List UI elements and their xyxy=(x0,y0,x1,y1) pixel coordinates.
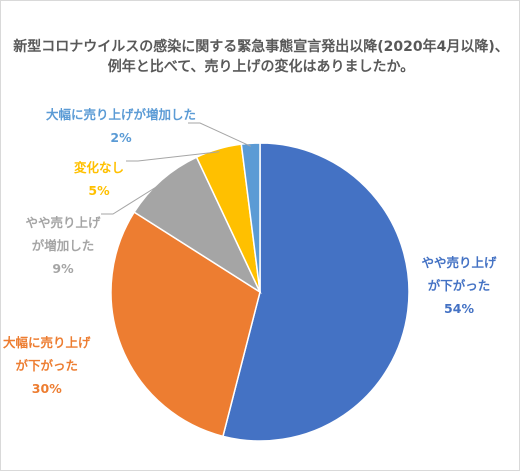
pie-slice xyxy=(133,156,262,295)
slice-value-label: 9% xyxy=(52,261,74,276)
pie-slice xyxy=(222,142,410,442)
slice-label: やや売り上げ が増加した 9% xyxy=(26,211,101,280)
slice-value-label: 54% xyxy=(444,301,474,316)
chart-title: 新型コロナウイルスの感染に関する緊急事態宣言発出以降(2020年4月以降)、 例… xyxy=(1,37,519,77)
leader-lines xyxy=(101,122,252,215)
pie-slice xyxy=(240,142,261,293)
leader-line xyxy=(126,151,220,162)
pie-slice xyxy=(110,211,261,438)
slice-label: 大幅に売り上げが増加した 2% xyxy=(46,103,196,149)
slice-label-text: が下がった xyxy=(427,278,491,293)
slice-label-text: 大幅に売り上げが増加した xyxy=(46,107,197,122)
slice-label: 大幅に売り上げ が下がった 30% xyxy=(3,331,91,400)
slice-label-text: やや売り上げ xyxy=(25,215,101,230)
slice-label-text: 変化なし xyxy=(74,160,125,175)
pie-slices xyxy=(110,142,410,442)
slice-label-text: やや売り上げ xyxy=(421,255,497,270)
chart-title-line-1: 新型コロナウイルスの感染に関する緊急事態宣言発出以降(2020年4月以降)、 xyxy=(13,39,509,55)
chart-title-line-2: 例年と比べて、売り上げの変化はありましたか。 xyxy=(107,59,415,75)
slice-value-label: 2% xyxy=(110,130,132,145)
slice-value-label: 30% xyxy=(31,381,62,396)
leader-line xyxy=(101,182,164,215)
slice-label-text: が下がった xyxy=(15,358,79,373)
leader-line xyxy=(188,122,252,147)
slice-label-text: 大幅に売り上げ xyxy=(3,335,91,350)
slice-value-label: 5% xyxy=(88,183,110,198)
slice-label: 変化なし 5% xyxy=(74,156,124,202)
slice-label: やや売り上げ が下がった 54% xyxy=(422,251,497,320)
slice-label-text: が増加した xyxy=(31,238,95,253)
